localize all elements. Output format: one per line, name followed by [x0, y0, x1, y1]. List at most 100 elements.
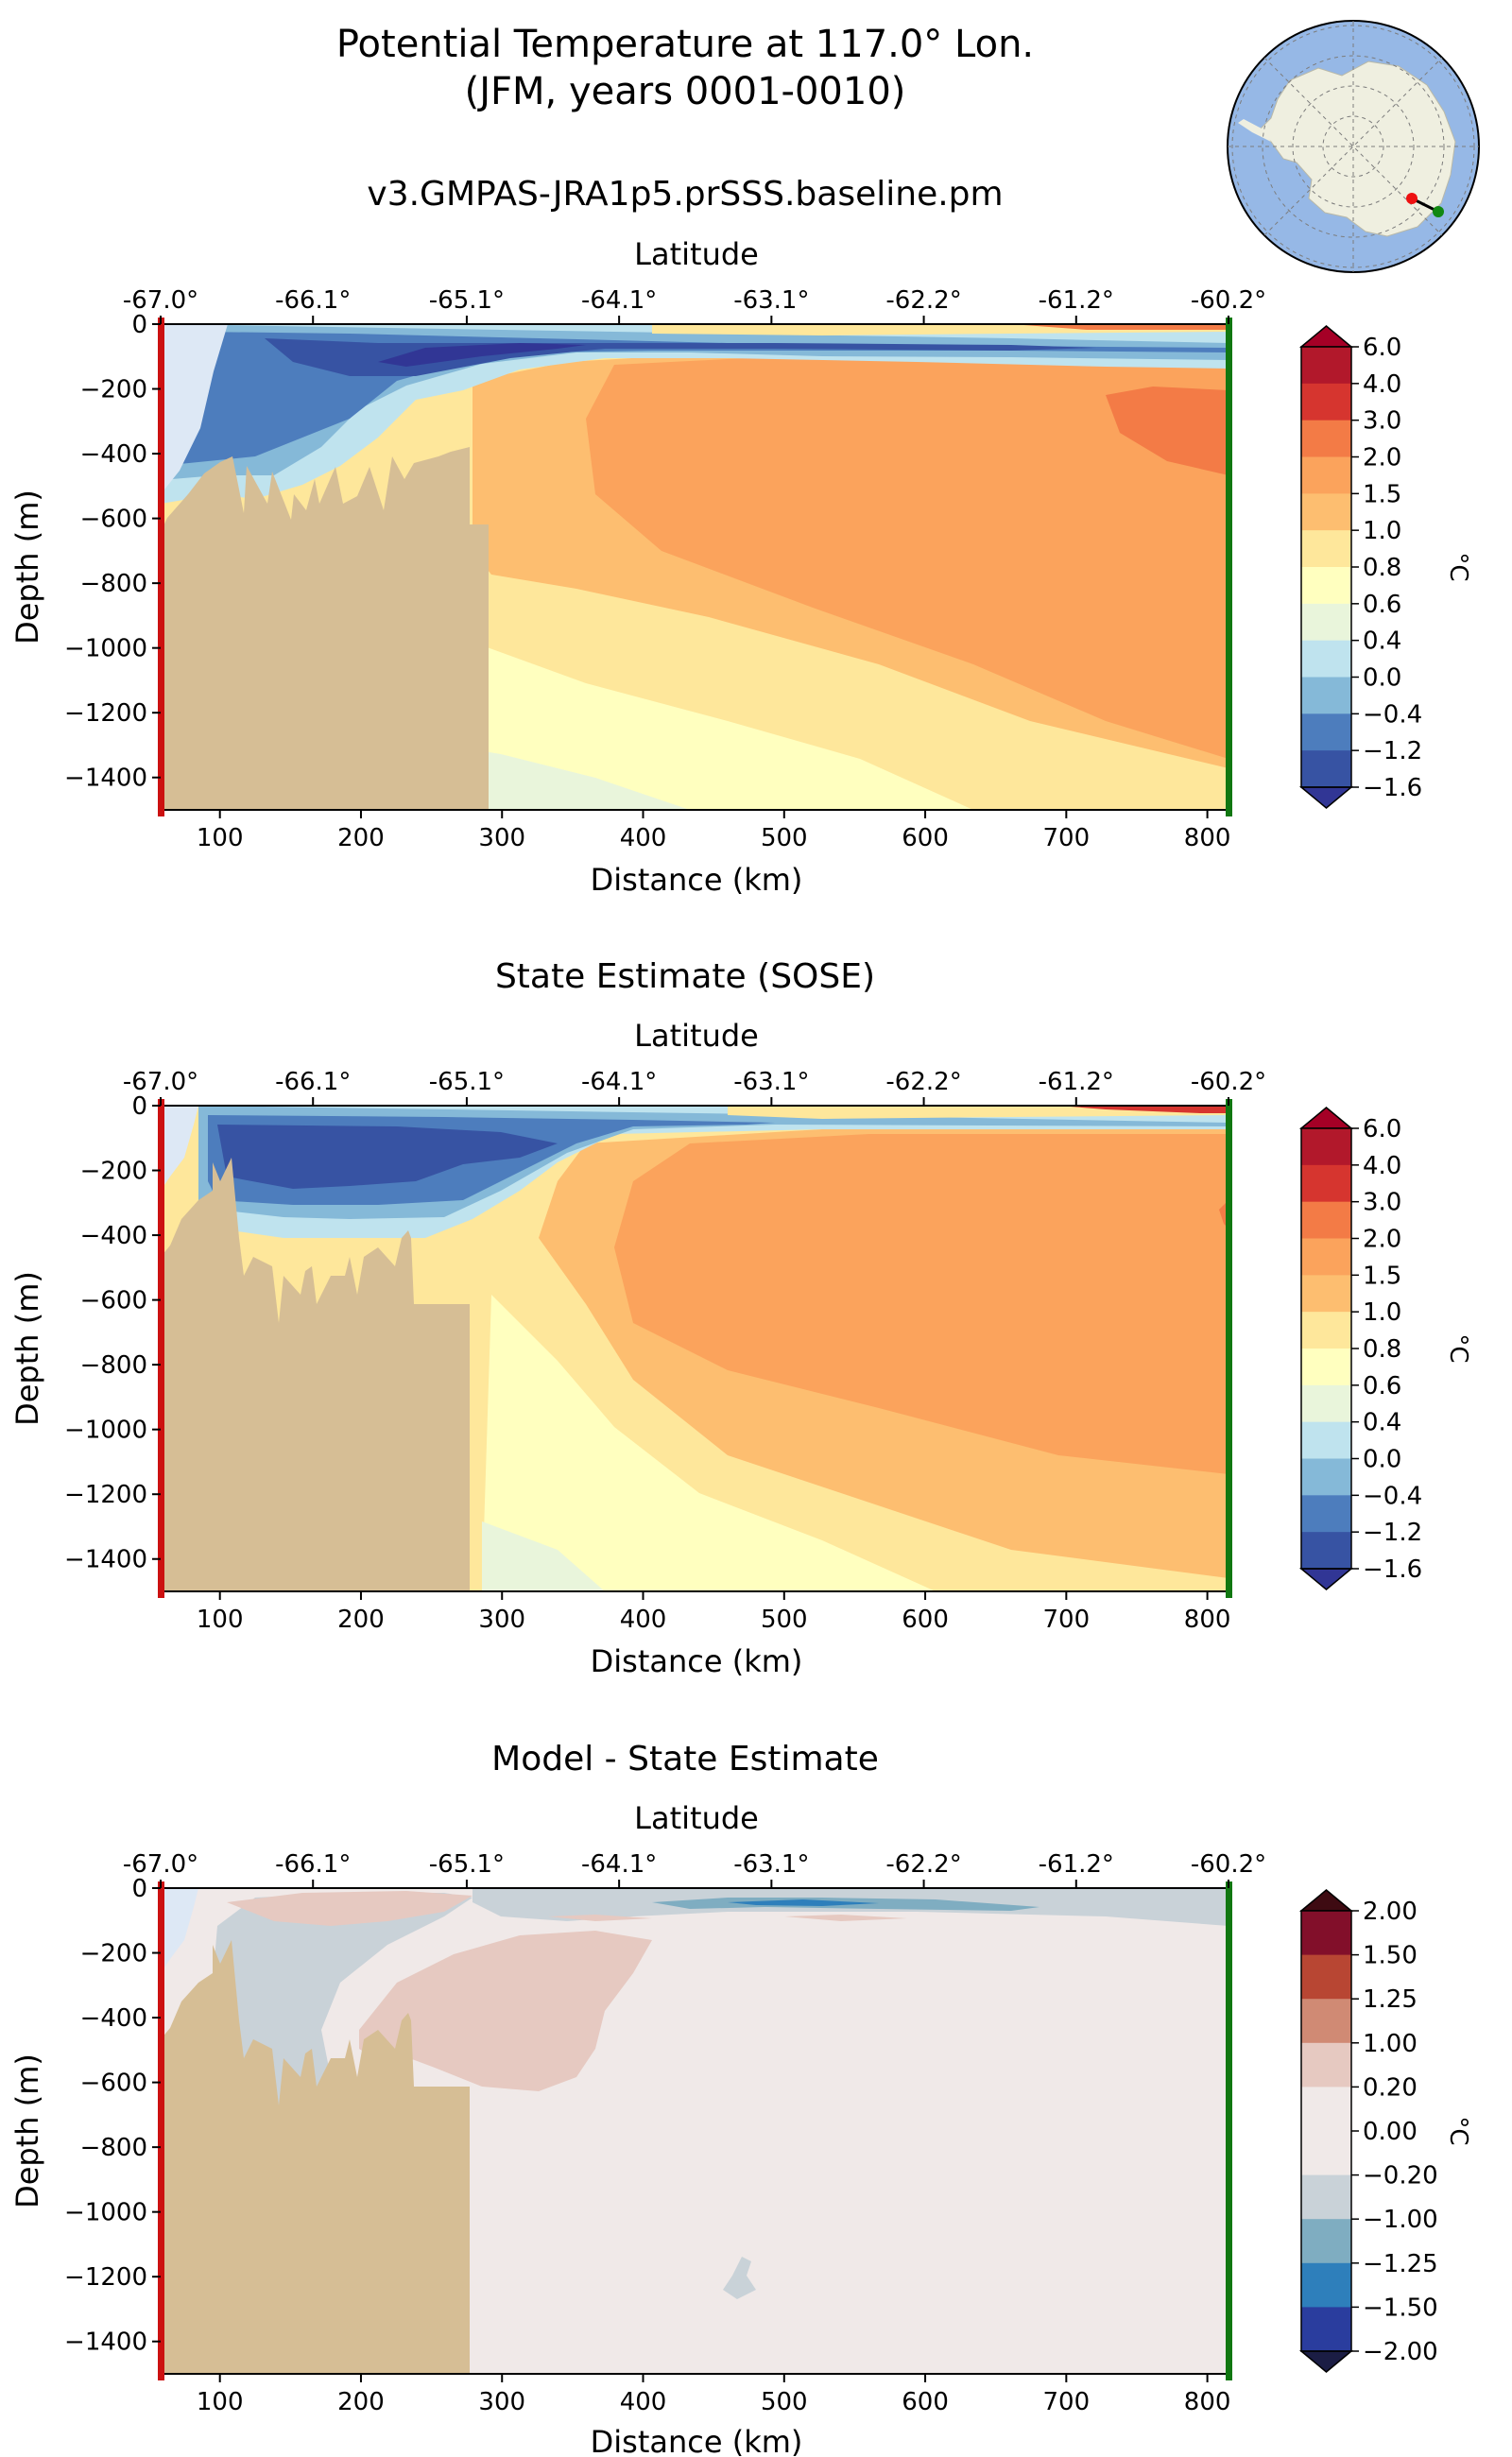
- x-tick-label: 700: [1043, 2388, 1091, 2416]
- y-tick-label: −1400: [64, 765, 147, 793]
- colorbar-tick-label: 2.0: [1363, 1226, 1401, 1254]
- colorbar-temperature: 6.0 4.0 3.0 2.0 1.5 1.0 0.8 0.6 0.4 0.0 −0.4 −1.2 −1…: [1298, 1107, 1472, 1590]
- colorbar-tick-label: 0.00: [1363, 2118, 1418, 2146]
- latitude-axis-label: Latitude: [634, 236, 759, 272]
- seafloor: [161, 447, 489, 810]
- x-tick-label: 700: [1043, 824, 1091, 852]
- panel-title: v3.GMPAS-JRA1p5.prSSS.baseline.pm: [367, 175, 1003, 214]
- x-tick-label: 300: [478, 824, 525, 852]
- contour-band-0p6-0p8: [482, 1295, 936, 1591]
- plot-area: [161, 324, 1228, 810]
- colorbar-swatch: [1301, 530, 1351, 568]
- colorbar-swatch: [1301, 2262, 1351, 2308]
- colorbar-temperature: 6.0 4.0 3.0 2.0 1.5 1.0 0.8 0.6 0.4 0.0 −0.4 −1.2 −1…: [1298, 325, 1472, 809]
- colorbar-unit-label: °C: [1444, 1333, 1472, 1363]
- inset-transect-end: [1433, 206, 1444, 217]
- contour-band-neg1p5-neg1p25: [728, 1899, 879, 1906]
- y-tick-label: −1000: [64, 2199, 147, 2227]
- x-tick-label: 800: [1184, 824, 1231, 852]
- y-tick-label: −1400: [64, 2328, 147, 2357]
- y-axis-ticks: 0 −200 −400 −600 −800 −1000 −1200 −1400: [64, 1092, 161, 1574]
- colorbar-extend-over: [1298, 1107, 1354, 1129]
- colorbar-tick-label: 1.5: [1363, 1262, 1401, 1290]
- colorbar-swatch: [1301, 1495, 1351, 1533]
- colorbar-swatch: [1301, 567, 1351, 605]
- colorbar-swatch: [1301, 750, 1351, 788]
- colorbar-swatch: [1301, 2307, 1351, 2352]
- colorbar-tick-label: 0.8: [1363, 1335, 1401, 1364]
- x-tick-label: 200: [337, 824, 385, 852]
- panel-model: v3.GMPAS-JRA1p5.prSSS.baseline.pm: [9, 175, 1472, 898]
- seafloor: [161, 1940, 470, 2374]
- y-tick-label: −800: [80, 570, 147, 598]
- colorbar-swatch: [1301, 420, 1351, 457]
- contour-band-2p0-3p0: [1106, 387, 1228, 475]
- colorbar-extend-over: [1298, 1889, 1354, 1912]
- latitude-axis-ticks: -67.0° -66.1° -65.1° -64.1° -63.1° -62.2° -61.…: [123, 1850, 1266, 1888]
- colorbar-swatch: [1301, 1458, 1351, 1496]
- contour-band-surface-2p0-3p0: [1011, 324, 1228, 330]
- contour-band-0p4-0p6: [482, 1521, 605, 1591]
- latitude-tick-label: -65.1°: [429, 1068, 505, 1096]
- y-tick-label: −1200: [64, 699, 147, 728]
- colorbar-tick-label: −1.6: [1363, 774, 1422, 802]
- y-tick-label: −600: [80, 506, 147, 534]
- colorbar-swatch: [1301, 1349, 1351, 1386]
- y-tick-label: −600: [80, 2070, 147, 2098]
- colorbar-swatch: [1301, 1164, 1351, 1203]
- colorbar-swatch: [1301, 1384, 1351, 1423]
- colorbar-tick-label: −1.6: [1363, 1555, 1422, 1584]
- contour-band-1p5-2p0: [586, 354, 1228, 759]
- x-tick-label: 100: [197, 2388, 244, 2416]
- colorbar-swatch: [1301, 1999, 1351, 2044]
- contour-band-below-neg1p6: [378, 343, 586, 367]
- colorbar-tick-label: 1.00: [1363, 2030, 1418, 2058]
- latitude-tick-label: -60.2°: [1191, 286, 1266, 315]
- plot-area: [161, 1106, 1228, 1591]
- shelf-ice: [161, 1106, 198, 1191]
- x-tick-label: 500: [761, 824, 808, 852]
- colorbar-tick-label: −1.2: [1363, 1519, 1422, 1547]
- colorbar-swatch: [1301, 1911, 1351, 1956]
- y-tick-label: −1000: [64, 635, 147, 663]
- latitude-tick-label: -62.2°: [885, 1850, 961, 1879]
- x-tick-label: 800: [1184, 1606, 1231, 1634]
- y-tick-label: −200: [80, 376, 147, 404]
- x-tick-label: 600: [902, 2388, 949, 2416]
- contour-band-0p6-0p8: [472, 645, 973, 810]
- colorbar-swatch: [1301, 1238, 1351, 1276]
- colorbar-tick-label: −2.00: [1363, 2338, 1438, 2366]
- y-axis-label: Depth (m): [9, 1271, 45, 1426]
- colorbar-tick-label: −0.4: [1363, 1482, 1422, 1510]
- contour-band-neg1p6-neg1p2: [217, 1125, 558, 1189]
- colorbar-difference: 2.00 1.50 1.25 1.00 0.20 0.00 −0.20 −1.00 −1.25 −…: [1298, 1889, 1472, 2373]
- x-axis-label: Distance (km): [591, 1643, 803, 1679]
- transect-end-marker: [1226, 318, 1232, 816]
- y-tick-label: −1200: [64, 2263, 147, 2292]
- y-tick-label: −1000: [64, 1417, 147, 1445]
- x-tick-label: 600: [902, 1606, 949, 1634]
- y-tick-label: −400: [80, 440, 147, 469]
- y-tick-label: −400: [80, 2004, 147, 2033]
- colorbar-tick-label: 0.0: [1363, 664, 1401, 693]
- colorbar-tick-label: 4.0: [1363, 370, 1401, 399]
- contour-band-0p4-0p6: [472, 749, 690, 810]
- transect-start-marker: [158, 318, 164, 816]
- plot-area: [161, 1888, 1228, 2374]
- transect-end-marker: [1226, 1881, 1232, 2380]
- colorbar-extend-under: [1298, 2350, 1354, 2373]
- y-tick-label: −600: [80, 1287, 147, 1315]
- x-tick-label: 400: [620, 1606, 667, 1634]
- colorbar-tick-label: 1.0: [1363, 1298, 1401, 1327]
- colorbar-tick-label: 0.4: [1363, 1409, 1401, 1437]
- latitude-tick-label: -63.1°: [733, 286, 809, 315]
- x-tick-label: 200: [337, 1606, 385, 1634]
- contour-band-positive-streak-2: [548, 1915, 652, 1921]
- y-axis-label: Depth (m): [9, 490, 45, 644]
- contour-band-0p2-1p0-upper: [227, 1891, 472, 1926]
- y-tick-label: 0: [131, 1092, 147, 1121]
- colorbar-tick-label: −1.00: [1363, 2206, 1438, 2234]
- latitude-tick-label: -60.2°: [1191, 1068, 1266, 1096]
- contour-band-positive-streak: [784, 1915, 907, 1921]
